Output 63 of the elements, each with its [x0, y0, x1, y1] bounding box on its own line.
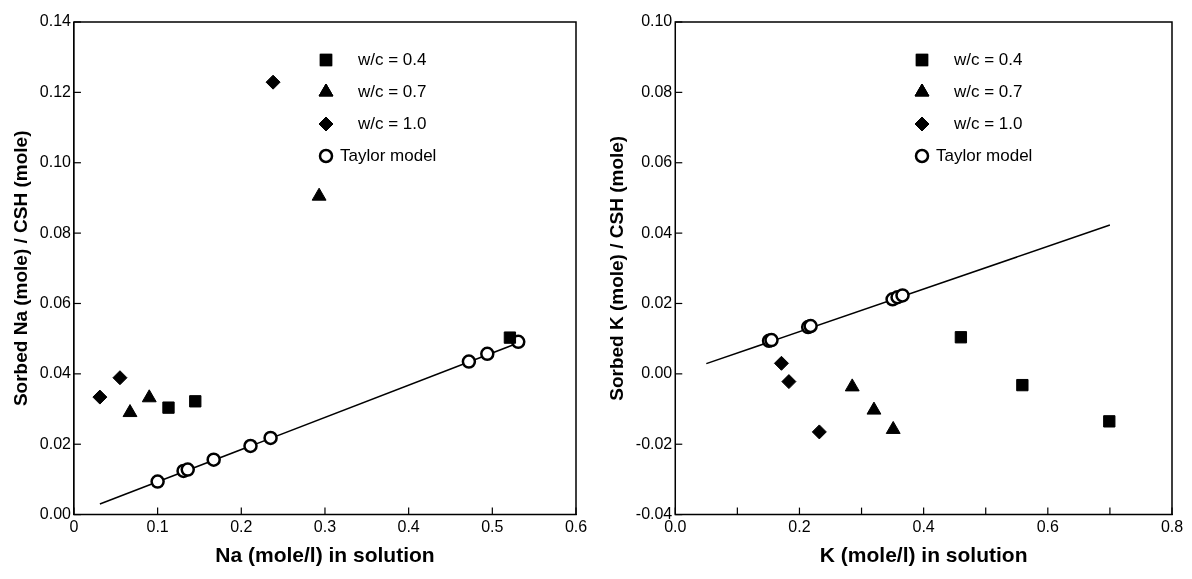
- point: [895, 288, 910, 303]
- x-tick-label: 0.1: [146, 517, 169, 535]
- point: [189, 395, 202, 408]
- point: [141, 389, 157, 403]
- x-tick-label: 0.4: [912, 517, 935, 535]
- y-tick-label: 0.08: [39, 223, 72, 241]
- y-tick-label: 0.10: [39, 153, 72, 171]
- x-axis-title: Na (mole/l) in solution: [215, 543, 435, 567]
- legend-label: w/c = 0.7: [953, 81, 1023, 101]
- point: [480, 346, 495, 362]
- y-tick-label: 0.06: [39, 293, 72, 311]
- point: [206, 452, 221, 467]
- legend-label: Taylor model: [936, 145, 1033, 165]
- legend-label: w/c = 0.4: [357, 49, 427, 69]
- y-tick-label: 0.12: [39, 82, 72, 100]
- x-tick-label: 0.2: [788, 517, 811, 535]
- point: [461, 354, 477, 369]
- point: [92, 389, 108, 405]
- y-tick-label: 0.08: [641, 82, 673, 100]
- y-tick-label: 0.04: [39, 364, 72, 382]
- point: [781, 374, 797, 390]
- point: [1016, 378, 1029, 392]
- y-axis-title: Sorbed K (mole) / CSH (mole): [605, 135, 627, 401]
- x-tick-label: 0.4: [397, 517, 420, 535]
- y-axis-title: Sorbed Na (mole) / CSH (mole): [9, 130, 31, 407]
- x-axis-title: K (mole/l) in solution: [819, 543, 1028, 567]
- point: [112, 370, 128, 386]
- point: [122, 404, 138, 418]
- point: [773, 355, 789, 371]
- legend-label: Taylor model: [340, 145, 437, 165]
- point: [1103, 415, 1116, 428]
- x-tick-label: 0.6: [1036, 517, 1060, 535]
- point: [866, 401, 882, 415]
- point: [243, 438, 258, 454]
- y-tick-label: 0.10: [641, 12, 673, 30]
- point: [844, 378, 860, 392]
- x-tick-label: 0.5: [481, 517, 504, 535]
- point: [150, 474, 165, 489]
- legend-label: w/c = 0.4: [953, 49, 1023, 69]
- y-tick-label: 0.06: [641, 153, 673, 171]
- point: [263, 430, 278, 446]
- y-tick-label: 0.02: [641, 293, 673, 311]
- legend-label: w/c = 0.7: [357, 81, 427, 101]
- legend-label: w/c = 1.0: [953, 113, 1023, 133]
- y-tick-label: -0.02: [635, 434, 673, 452]
- x-tick-label: 0.3: [313, 517, 337, 535]
- y-tick-label: 0.14: [39, 12, 72, 30]
- y-tick-label: 0.02: [39, 434, 72, 452]
- x-tick-label: 0.0: [664, 517, 687, 535]
- point: [503, 331, 517, 344]
- x-tick-label: 0.6: [564, 517, 588, 535]
- point: [180, 462, 195, 477]
- x-tick-label: 0: [69, 517, 79, 535]
- point: [954, 331, 968, 344]
- y-tick-label: 0.00: [641, 364, 673, 382]
- legend-label: w/c = 1.0: [357, 113, 427, 133]
- point: [885, 420, 901, 434]
- x-tick-label: 0.8: [1160, 517, 1184, 535]
- point: [162, 401, 175, 414]
- point: [811, 424, 827, 440]
- point: [265, 74, 281, 90]
- y-tick-label: 0.04: [641, 223, 673, 241]
- x-tick-label: 0.2: [230, 517, 253, 535]
